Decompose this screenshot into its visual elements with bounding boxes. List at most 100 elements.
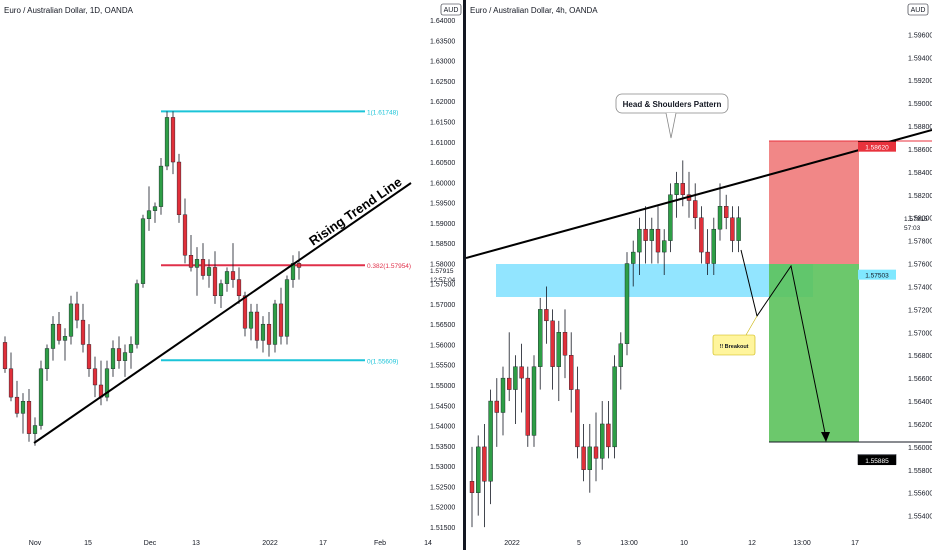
candle-body bbox=[176, 161, 182, 215]
current-price-label: 1.57915 bbox=[430, 268, 454, 275]
y-tick-label: 1.56000 bbox=[908, 445, 932, 452]
candle-body bbox=[278, 303, 284, 337]
candle-body bbox=[649, 228, 655, 241]
candle-body bbox=[661, 240, 667, 253]
y-tick-label: 1.57200 bbox=[908, 307, 932, 314]
candle-body bbox=[212, 267, 218, 296]
candle-body bbox=[74, 303, 80, 321]
candle-body bbox=[624, 263, 630, 344]
candle-body bbox=[194, 259, 200, 268]
y-tick-label: 1.53000 bbox=[430, 464, 455, 471]
candle-body bbox=[86, 344, 92, 369]
candle-body bbox=[668, 194, 673, 241]
daily-chart-panel[interactable]: AUD 1.64000 1.63500 1.63000 1.62500 1.62000 1.… bbox=[0, 0, 463, 550]
x-tick-label: 15 bbox=[84, 540, 92, 547]
candle-body bbox=[544, 309, 549, 322]
y-tick-label: 1.58400 bbox=[908, 170, 932, 177]
candle-body bbox=[152, 206, 158, 211]
rising-trend-line bbox=[33, 182, 412, 444]
candle-body bbox=[56, 323, 62, 341]
current-price-label: 1.57915 bbox=[904, 216, 928, 223]
4h-chart-canvas[interactable]: AUD 1.59600 1.59400 1.59200 1.59000 1.58800 1.… bbox=[466, 0, 932, 550]
y-tick-label: 1.60500 bbox=[430, 160, 455, 167]
candle-body bbox=[38, 368, 44, 426]
candle-body bbox=[637, 228, 642, 253]
y-tick-label: 1.56200 bbox=[908, 422, 932, 429]
candle-body bbox=[519, 366, 524, 379]
y-tick-label: 1.60000 bbox=[430, 180, 455, 187]
y-tick-label: 1.51500 bbox=[430, 525, 455, 532]
candle-body bbox=[531, 366, 537, 436]
arrow-head bbox=[821, 432, 830, 442]
trend-line-annotation: Rising Trend Line bbox=[306, 174, 404, 248]
candle-body bbox=[296, 263, 302, 268]
candle-body bbox=[711, 228, 717, 264]
candle-body bbox=[643, 228, 648, 241]
x-tick-label: 14 bbox=[424, 540, 432, 547]
x-tick-label: Nov bbox=[29, 540, 42, 547]
candle-body bbox=[730, 217, 735, 241]
x-tick-label: 10 bbox=[680, 540, 688, 547]
countdown-label: 57:03 bbox=[904, 225, 921, 232]
price-tag-label: 1.57503 bbox=[865, 273, 889, 280]
y-tick-label: 1.63000 bbox=[430, 59, 455, 66]
x-tick-label: 13:00 bbox=[620, 540, 638, 547]
y-tick-label: 1.56600 bbox=[908, 376, 932, 383]
candle-body bbox=[284, 279, 290, 337]
y-tick-label: 1.55800 bbox=[908, 468, 932, 475]
candle-body bbox=[80, 319, 86, 345]
callout-pointer bbox=[665, 112, 677, 139]
y-tick-label: 1.59600 bbox=[908, 32, 932, 39]
candle-body bbox=[500, 377, 506, 413]
fib-level-label: 1(1.61748) bbox=[367, 109, 398, 116]
candle-body bbox=[568, 355, 574, 390]
price-tag bbox=[858, 269, 896, 280]
candle-body bbox=[104, 368, 110, 398]
candle-body bbox=[158, 165, 164, 207]
candle-body bbox=[581, 446, 586, 470]
y-tick-label: 1.59000 bbox=[908, 101, 932, 108]
candle-body bbox=[674, 183, 679, 195]
candle-body bbox=[717, 206, 723, 230]
daily-chart-canvas[interactable]: AUD 1.64000 1.63500 1.63000 1.62500 1.62000 1.… bbox=[0, 0, 463, 550]
4h-chart-panel[interactable]: AUD 1.59600 1.59400 1.59200 1.59000 1.58800 1.… bbox=[466, 0, 932, 550]
candle-body bbox=[587, 446, 593, 470]
x-tick-label: 5 bbox=[577, 540, 581, 547]
candle-body bbox=[128, 344, 134, 353]
y-tick-label: 1.55400 bbox=[908, 514, 932, 521]
candle-body bbox=[475, 446, 481, 493]
y-tick-label: 1.57600 bbox=[908, 262, 932, 269]
y-tick-label: 1.62500 bbox=[430, 79, 455, 86]
candle-body bbox=[482, 446, 487, 482]
candle-body bbox=[224, 271, 230, 284]
y-tick-label: 1.61000 bbox=[430, 140, 455, 147]
y-tick-label: 1.57000 bbox=[908, 330, 932, 337]
candle-body bbox=[2, 342, 8, 369]
candle-body bbox=[62, 336, 68, 341]
y-tick-label: 1.63500 bbox=[430, 38, 455, 45]
candle-body bbox=[724, 206, 729, 218]
y-tick-label: 1.57800 bbox=[908, 239, 932, 246]
support-zone bbox=[496, 264, 813, 297]
panel-divider[interactable] bbox=[463, 0, 466, 550]
y-tick-label: 1.53500 bbox=[430, 444, 455, 451]
candle-body bbox=[525, 377, 530, 436]
candle-body bbox=[550, 320, 555, 367]
candle-body bbox=[272, 303, 278, 345]
price-tag-label: 1.55885 bbox=[865, 458, 889, 465]
trend-line bbox=[466, 129, 932, 259]
candle-body bbox=[260, 323, 266, 341]
4h-chart-title: Euro / Australian Dollar, 4h, OANDA bbox=[470, 6, 598, 15]
fib-level-label: 0(1.55609) bbox=[367, 358, 398, 365]
x-tick-label: Dec bbox=[144, 540, 157, 547]
y-tick-label: 1.62000 bbox=[430, 99, 455, 106]
candle-body bbox=[562, 332, 568, 356]
candle-body bbox=[630, 251, 636, 264]
callout-text: Head & Shoulders Pattern bbox=[623, 100, 722, 109]
y-tick-label: 1.59400 bbox=[908, 55, 932, 62]
y-tick-label: 1.57000 bbox=[430, 302, 455, 309]
candle-body bbox=[206, 267, 212, 276]
candle-body bbox=[469, 481, 475, 493]
candle-body bbox=[248, 311, 254, 329]
y-tick-label: 1.55500 bbox=[430, 363, 455, 370]
